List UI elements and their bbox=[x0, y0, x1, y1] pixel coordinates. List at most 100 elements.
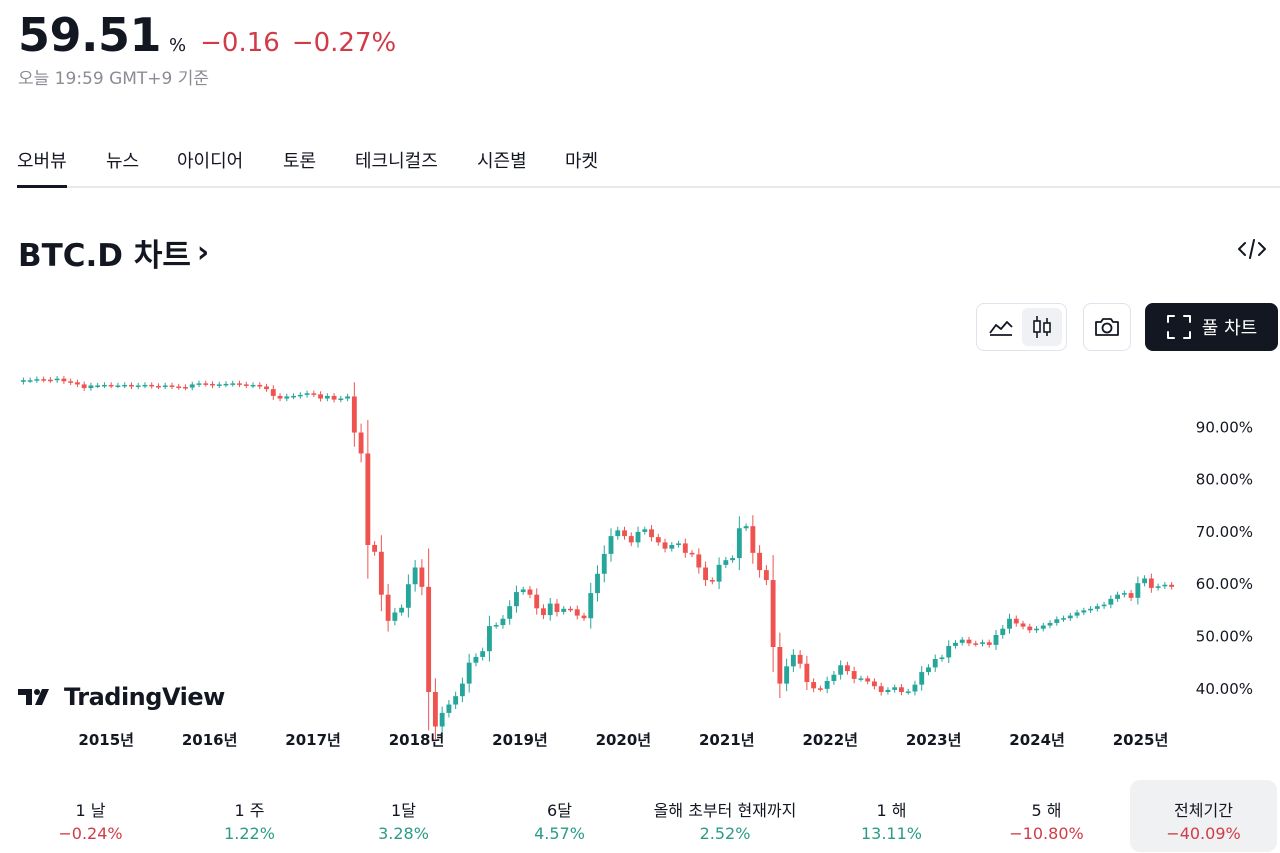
candle-body bbox=[203, 383, 209, 385]
y-tick-label: 50.00% bbox=[1196, 628, 1253, 646]
candle-body bbox=[527, 589, 533, 595]
tab-technicals[interactable]: 테크니컬즈 bbox=[355, 151, 438, 172]
candle-body bbox=[426, 586, 432, 692]
candle-body bbox=[500, 618, 506, 626]
candle-body bbox=[338, 398, 344, 401]
tab-overview[interactable]: 오버뷰 bbox=[17, 147, 67, 188]
period-1y[interactable]: 1 해 13.11% bbox=[818, 780, 965, 852]
candle-body bbox=[676, 543, 681, 545]
candle-body bbox=[351, 396, 357, 433]
period-6m[interactable]: 6달 4.57% bbox=[486, 780, 633, 852]
price-chart[interactable]: 90.00% 80.00% 70.00% 60.00% 50.00% 40.00% 2015… bbox=[0, 355, 1280, 765]
candle-body bbox=[953, 642, 958, 646]
candle-body bbox=[926, 667, 931, 673]
candle-body bbox=[899, 687, 904, 692]
candle-body bbox=[1148, 578, 1154, 588]
candle-body bbox=[770, 580, 776, 647]
period-label: 1 날 bbox=[75, 801, 106, 820]
chart-style-toggle bbox=[976, 303, 1067, 351]
area-chart-button[interactable] bbox=[981, 308, 1021, 346]
candle-body bbox=[250, 384, 256, 387]
candle-body bbox=[223, 383, 229, 386]
candle-body bbox=[1088, 608, 1094, 611]
period-all[interactable]: 전체기간 −40.09% bbox=[1130, 780, 1277, 852]
candle-body bbox=[88, 385, 94, 389]
candle-body bbox=[635, 531, 641, 543]
candle-body bbox=[419, 567, 425, 587]
tab-discussion[interactable]: 토론 bbox=[283, 151, 317, 172]
tradingview-logo-text: TradingView bbox=[64, 683, 225, 711]
candle-body bbox=[561, 608, 567, 612]
tab-news[interactable]: 뉴스 bbox=[106, 151, 140, 172]
candle-body bbox=[324, 395, 330, 399]
period-label: 1 주 bbox=[234, 801, 265, 820]
candle-body bbox=[1061, 618, 1066, 620]
period-1w[interactable]: 1 주 1.22% bbox=[176, 780, 323, 852]
candle-body bbox=[47, 379, 53, 382]
price-change: −0.16 bbox=[200, 28, 280, 58]
candle-body bbox=[101, 384, 107, 387]
candle-body bbox=[1101, 604, 1107, 607]
candle-body bbox=[1013, 618, 1019, 624]
candle-body bbox=[446, 704, 452, 713]
candle-body bbox=[1155, 586, 1161, 588]
candle-body bbox=[1054, 619, 1060, 623]
tab-seasonals[interactable]: 시즌별 bbox=[477, 151, 527, 172]
candle-body bbox=[230, 383, 236, 385]
candlestick-chart-button[interactable] bbox=[1021, 308, 1062, 346]
x-tick-label: 2022년 bbox=[802, 731, 858, 749]
tab-markets[interactable]: 마켓 bbox=[565, 151, 599, 172]
candle-body bbox=[541, 608, 546, 616]
candle-body bbox=[216, 384, 222, 386]
candle-body bbox=[257, 384, 263, 387]
candle-body bbox=[162, 385, 168, 387]
period-value: −40.09% bbox=[1166, 824, 1241, 843]
tradingview-logo[interactable]: TradingView bbox=[18, 683, 225, 711]
period-ytd[interactable]: 올해 초부터 현재까지 2.52% bbox=[625, 780, 825, 852]
candle-body bbox=[757, 552, 763, 571]
candle-body bbox=[885, 689, 891, 692]
candle-body bbox=[196, 383, 202, 385]
last-price: 59.51 bbox=[18, 8, 162, 62]
candle-body bbox=[858, 678, 864, 680]
candle-body bbox=[622, 530, 627, 537]
fullscreen-icon bbox=[1166, 315, 1191, 339]
x-tick-label: 2025년 bbox=[1113, 731, 1169, 749]
candle-body bbox=[655, 537, 661, 543]
candle-body bbox=[129, 384, 134, 387]
code-embed-icon[interactable] bbox=[1236, 236, 1268, 262]
period-5y[interactable]: 5 해 −10.80% bbox=[973, 780, 1120, 852]
candle-body bbox=[932, 659, 938, 668]
candle-body bbox=[743, 526, 749, 529]
full-chart-button[interactable]: 풀 차트 bbox=[1145, 303, 1278, 351]
candle-body bbox=[108, 384, 114, 387]
snapshot-button[interactable] bbox=[1083, 303, 1131, 351]
candle-body bbox=[547, 603, 553, 616]
candle-body bbox=[959, 639, 965, 643]
period-1d[interactable]: 1 날 −0.24% bbox=[17, 780, 164, 852]
candle-body bbox=[365, 453, 371, 545]
candle-body bbox=[61, 378, 67, 382]
tab-ideas[interactable]: 아이디어 bbox=[177, 151, 244, 172]
period-label: 올해 초부터 현재까지 bbox=[653, 801, 797, 820]
candle-body bbox=[189, 384, 195, 388]
chart-title-link[interactable]: BTC.D 차트 › bbox=[18, 230, 209, 275]
candlestick-icon bbox=[1032, 316, 1051, 338]
candle-body bbox=[939, 657, 945, 660]
x-tick-label: 2023년 bbox=[906, 731, 962, 749]
candle-body bbox=[1115, 594, 1121, 599]
period-value: 4.57% bbox=[534, 824, 585, 843]
as-of-time: 오늘 19:59 GMT+9 기준 bbox=[18, 69, 210, 89]
candle-body bbox=[378, 551, 384, 595]
candle-body bbox=[811, 682, 817, 689]
candle-body bbox=[608, 536, 614, 554]
candle-body bbox=[1169, 584, 1175, 587]
candle-body bbox=[466, 662, 472, 684]
candle-body bbox=[27, 380, 33, 382]
candle-body bbox=[1040, 625, 1046, 629]
period-1m[interactable]: 1달 3.28% bbox=[330, 780, 477, 852]
candle-body bbox=[486, 626, 492, 652]
candle-body bbox=[730, 558, 736, 561]
candle-body bbox=[763, 570, 769, 581]
candle-body bbox=[777, 647, 783, 684]
